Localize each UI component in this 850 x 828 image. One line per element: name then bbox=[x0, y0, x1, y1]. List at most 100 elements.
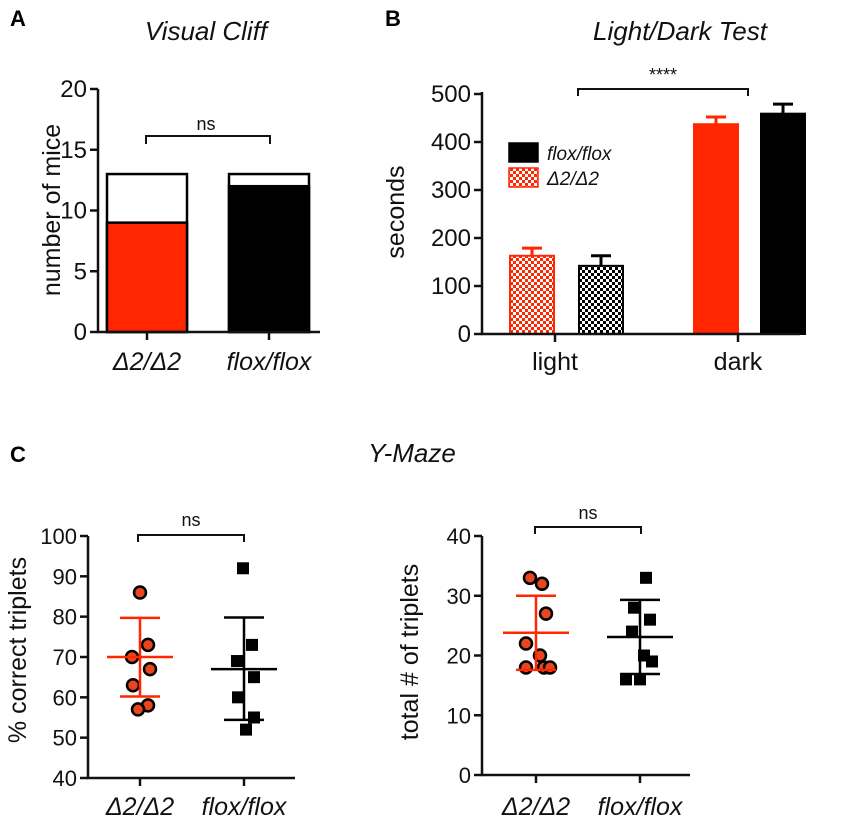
ymaze-title: Y-Maze bbox=[368, 438, 456, 468]
y-tick-label: 20 bbox=[447, 644, 471, 669]
data-point bbox=[634, 673, 646, 686]
data-point bbox=[246, 638, 258, 651]
y-tick-label: 70 bbox=[53, 645, 77, 670]
legend-label-delta: Δ2/Δ2 bbox=[546, 169, 599, 190]
chart-light-dark: Light/Dark Test seconds 0 100 200 300 400 500… bbox=[382, 16, 806, 376]
y-tick-label: 500 bbox=[431, 81, 471, 108]
y-tick-label: 200 bbox=[431, 225, 471, 252]
panel-label-b: B bbox=[385, 6, 401, 31]
x-tick-label: flox/flox bbox=[598, 793, 684, 821]
plot-area bbox=[107, 562, 277, 736]
y-ticks: 0 10 20 30 40 bbox=[447, 524, 482, 788]
chart-total-triplets: total # of triplets 0 10 20 30 40 Δ2/Δ2 flox/… bbox=[396, 503, 690, 821]
panel-label-c: C bbox=[10, 442, 26, 467]
y-tick-label: 15 bbox=[60, 137, 87, 164]
x-tick-label: Δ2/Δ2 bbox=[501, 793, 570, 821]
y-tick-label: 100 bbox=[40, 524, 77, 549]
x-tick-label: dark bbox=[714, 348, 763, 376]
bracket-line bbox=[137, 534, 245, 542]
bar bbox=[760, 112, 806, 336]
data-point bbox=[538, 606, 554, 621]
y-tick-label: 10 bbox=[447, 703, 471, 728]
y-tick-label: 90 bbox=[53, 564, 77, 589]
bar bbox=[578, 264, 624, 335]
data-point bbox=[142, 661, 158, 677]
bracket-line bbox=[577, 88, 749, 96]
data-point bbox=[130, 702, 146, 717]
significance-label: **** bbox=[649, 65, 677, 85]
y-tick-label: 0 bbox=[459, 763, 471, 788]
y-ticks: 0 100 200 300 400 500 bbox=[431, 81, 482, 348]
legend-label-flox: flox/flox bbox=[547, 144, 613, 165]
data-point bbox=[640, 571, 652, 584]
data-point bbox=[248, 671, 260, 684]
significance-label: ns bbox=[181, 510, 200, 530]
y-tick-label: 50 bbox=[53, 726, 77, 751]
data-point bbox=[644, 613, 656, 626]
x-ticks: Δ2/Δ2 flox/flox bbox=[105, 778, 288, 821]
data-point bbox=[620, 673, 632, 686]
significance-bracket: ns bbox=[137, 510, 245, 542]
y-axis-label: total # of triplets bbox=[396, 564, 424, 740]
bracket-line bbox=[145, 135, 271, 144]
x-ticks: Δ2/Δ2 flox/flox bbox=[501, 775, 684, 821]
y-tick-label: 40 bbox=[53, 766, 77, 791]
data-point bbox=[542, 660, 558, 675]
bar-filled bbox=[105, 221, 189, 334]
chart-title: Visual Cliff bbox=[145, 16, 270, 46]
plot-area bbox=[503, 570, 673, 686]
y-tick-label: 5 bbox=[74, 258, 87, 285]
significance-label: ns bbox=[578, 503, 597, 523]
bracket-line bbox=[534, 526, 642, 534]
bars bbox=[509, 102, 806, 336]
y-tick-label: 300 bbox=[431, 177, 471, 204]
x-tick-label: light bbox=[532, 348, 578, 376]
x-ticks: Δ2/Δ2 flox/flox bbox=[112, 332, 313, 376]
data-point bbox=[132, 585, 148, 600]
y-tick-label: 100 bbox=[431, 273, 471, 300]
data-point bbox=[522, 570, 538, 586]
legend-swatch-flox bbox=[508, 142, 539, 163]
chart-title: Light/Dark Test bbox=[593, 16, 769, 46]
data-point bbox=[140, 637, 156, 653]
legend: flox/flox Δ2/Δ2 bbox=[508, 142, 613, 190]
significance-bracket: **** bbox=[577, 65, 749, 96]
y-tick-label: 0 bbox=[74, 319, 87, 346]
x-tick-label: Δ2/Δ2 bbox=[105, 793, 174, 821]
y-axis-label: % correct triplets bbox=[4, 557, 32, 743]
x-tick-label: flox/flox bbox=[227, 348, 313, 376]
data-point bbox=[237, 562, 249, 575]
y-tick-label: 40 bbox=[447, 524, 471, 549]
legend-swatch-delta bbox=[508, 167, 539, 188]
x-tick-label: Δ2/Δ2 bbox=[112, 348, 181, 376]
y-tick-label: 0 bbox=[458, 321, 471, 348]
data-point bbox=[231, 655, 243, 668]
significance-bracket: ns bbox=[145, 114, 271, 144]
data-point bbox=[646, 655, 658, 668]
data-point bbox=[248, 711, 260, 724]
bars bbox=[105, 172, 311, 334]
data-point bbox=[518, 636, 534, 651]
panel-label-a: A bbox=[10, 6, 26, 31]
data-point bbox=[125, 677, 141, 693]
data-point bbox=[628, 601, 640, 614]
x-tick-label: flox/flox bbox=[202, 793, 288, 821]
y-ticks: 40 50 60 70 80 90 100 bbox=[40, 524, 88, 791]
y-tick-label: 30 bbox=[447, 584, 471, 609]
chart-correct-triplets: % correct triplets 40 50 60 70 80 90 100 Δ2/Δ2… bbox=[4, 510, 295, 821]
x-ticks: light dark bbox=[532, 334, 763, 376]
data-point bbox=[534, 576, 550, 592]
y-tick-label: 80 bbox=[53, 605, 77, 630]
y-ticks: 0 5 10 15 20 bbox=[60, 76, 98, 346]
y-tick-label: 10 bbox=[60, 198, 87, 225]
data-point bbox=[232, 691, 244, 704]
data-point bbox=[626, 625, 638, 638]
y-axis-label: seconds bbox=[382, 165, 410, 258]
y-tick-label: 20 bbox=[60, 76, 87, 103]
y-tick-label: 60 bbox=[53, 685, 77, 710]
y-tick-label: 400 bbox=[431, 129, 471, 156]
y-axis-label: number of mice bbox=[38, 124, 66, 296]
data-point bbox=[240, 723, 252, 736]
bar-filled bbox=[227, 184, 311, 334]
